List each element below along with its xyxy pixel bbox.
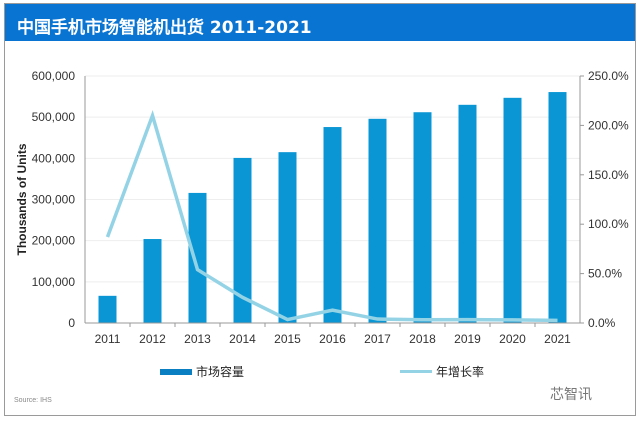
watermark-logo: 芯智讯 xyxy=(550,387,592,403)
legend-item-bar: 市场容量 xyxy=(160,363,244,380)
bar-2017 xyxy=(368,118,387,324)
x-tick-label: 2016 xyxy=(319,332,346,346)
bar-2018 xyxy=(413,112,432,323)
bar-2021 xyxy=(548,92,567,324)
legend-swatch-line xyxy=(400,370,432,373)
y-tick-label: 500,000 xyxy=(32,110,76,124)
legend-swatch-bar xyxy=(160,368,192,375)
y-tick-label: 0 xyxy=(68,316,75,330)
y2-tick-label: 150.0% xyxy=(588,168,629,182)
y-axis-label: Thousands of Units xyxy=(15,143,29,255)
y-tick-label: 200,000 xyxy=(32,234,76,248)
x-tick-label: 2017 xyxy=(364,332,391,346)
x-tick-label: 2012 xyxy=(139,332,166,346)
legend-label-line: 年增长率 xyxy=(436,365,485,379)
x-tick-label: 2020 xyxy=(499,332,526,346)
source-note: Source: IHS xyxy=(14,397,52,404)
y2-tick-label: 200.0% xyxy=(588,118,629,132)
y-tick-label: 400,000 xyxy=(32,151,76,165)
y-tick-label: 300,000 xyxy=(32,193,76,207)
y-tick-label: 100,000 xyxy=(32,275,76,289)
title-bar: 中国手机市场智能机出货 2011-2021 xyxy=(5,4,635,41)
y2-tick-label: 0.0% xyxy=(588,316,616,330)
x-tick-label: 2013 xyxy=(184,332,211,346)
bar-2015 xyxy=(278,152,297,323)
chart-title: 中国手机市场智能机出货 2011-2021 xyxy=(17,18,312,38)
bar-2014 xyxy=(233,157,252,323)
bar-2012 xyxy=(143,239,162,323)
x-tick-label: 2021 xyxy=(544,332,571,346)
legend-item-line: 年增长率 xyxy=(400,363,484,380)
x-tick-label: 2019 xyxy=(454,332,481,346)
bar-2020 xyxy=(503,97,522,324)
y2-tick-label: 50.0% xyxy=(588,267,622,281)
bar-2013 xyxy=(188,192,207,323)
bar-2019 xyxy=(458,104,477,323)
bar-2016 xyxy=(323,127,342,324)
legend-label-bar: 市场容量 xyxy=(196,365,245,379)
x-tick-label: 2018 xyxy=(409,332,436,346)
x-tick-label: 2011 xyxy=(95,332,121,346)
x-tick-label: 2014 xyxy=(229,332,256,346)
y2-tick-label: 100.0% xyxy=(588,217,629,231)
bar-2011 xyxy=(98,295,117,323)
x-tick-label: 2015 xyxy=(274,332,301,346)
y-tick-label: 600,000 xyxy=(32,69,76,83)
chart-frame: 中国手机市场智能机出货 2011-2021 xyxy=(4,3,636,416)
y2-tick-label: 250.0% xyxy=(588,69,629,83)
